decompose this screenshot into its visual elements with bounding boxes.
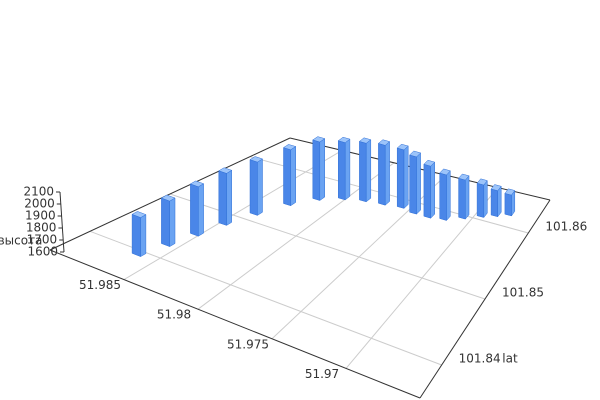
bar-face — [358, 137, 372, 144]
bar-face — [257, 158, 263, 216]
bar-face — [490, 188, 498, 218]
bar-face — [423, 159, 436, 167]
bar-face — [396, 143, 409, 151]
bar — [160, 194, 176, 248]
bar-face — [476, 178, 488, 186]
bar-face — [338, 140, 346, 201]
bar-face — [476, 182, 485, 218]
bar-face — [283, 147, 291, 207]
bar — [377, 139, 391, 206]
bar — [439, 168, 451, 222]
bar-face — [344, 138, 351, 201]
z-tick-label: 2100 — [23, 185, 54, 199]
bar-face — [249, 159, 258, 216]
bar — [423, 159, 436, 219]
bar — [337, 136, 351, 201]
y-tick-label: 101.84 — [459, 352, 501, 366]
bar — [312, 136, 326, 201]
bar — [249, 156, 264, 216]
bar-face — [458, 173, 470, 181]
bar-face — [458, 177, 466, 220]
bar-face — [490, 184, 502, 191]
bar-face — [249, 156, 264, 163]
bar-face — [365, 139, 372, 203]
axis-line — [49, 249, 421, 399]
x-tick-label: 51.98 — [157, 308, 191, 322]
bar-face — [131, 213, 141, 257]
grid-line — [169, 193, 486, 300]
bar-face — [359, 141, 367, 203]
bar-face — [483, 179, 488, 219]
bar — [396, 143, 409, 209]
bar-face — [396, 147, 405, 209]
bar-face — [439, 172, 447, 221]
bar-face — [337, 136, 351, 143]
bar-face — [131, 211, 147, 218]
z-axis-label: высота — [0, 234, 42, 248]
bar — [490, 184, 502, 218]
bar-face — [190, 183, 199, 237]
bar-face — [423, 163, 431, 219]
bar-face — [312, 136, 326, 143]
bar-face — [465, 175, 470, 220]
bar-face — [403, 145, 409, 209]
z-tick-label: 1700 — [27, 233, 58, 247]
bar-face — [198, 183, 204, 237]
grid-line — [89, 230, 442, 366]
bar — [189, 180, 205, 237]
bar-face — [140, 214, 147, 258]
bar-face — [319, 138, 325, 201]
x-tick-label: 51.985 — [79, 278, 121, 292]
bar-face — [218, 167, 233, 174]
bar-face — [446, 170, 451, 222]
axis-line — [49, 137, 291, 251]
bar-face — [169, 197, 176, 248]
bar-face — [409, 154, 417, 215]
z-tick-label: 2000 — [24, 197, 55, 211]
bar — [282, 144, 297, 207]
axis-line — [59, 191, 65, 253]
bar — [358, 137, 372, 203]
axis-line — [419, 199, 551, 399]
bar-face — [189, 180, 205, 188]
bar-face — [161, 197, 170, 247]
bar-face — [504, 188, 516, 196]
y-axis-label: lat — [502, 352, 518, 366]
bar-face — [226, 169, 232, 226]
bar — [131, 211, 147, 258]
bar — [476, 178, 488, 219]
bar — [504, 188, 516, 217]
bar-face — [497, 185, 502, 218]
bar-face — [439, 168, 451, 176]
bar-face — [282, 144, 297, 151]
bar-face — [416, 152, 421, 215]
bar-face — [160, 194, 176, 202]
bar — [409, 150, 422, 215]
bar-face — [384, 141, 390, 206]
bar-face — [218, 170, 227, 226]
bar-face — [290, 146, 296, 207]
z-tick-label: 1800 — [26, 221, 57, 235]
bar-face — [504, 193, 512, 217]
bar — [218, 167, 233, 226]
bar-face — [378, 143, 386, 206]
x-tick-label: 51.97 — [305, 367, 339, 381]
bar-face — [377, 139, 391, 146]
z-tick-label: 1900 — [25, 209, 56, 223]
y-tick-label: 101.85 — [502, 286, 544, 300]
bar — [458, 173, 470, 220]
x-tick-label: 51.975 — [227, 337, 269, 351]
y-tick-label: 101.86 — [545, 220, 587, 234]
z-tick-label: 1600 — [27, 245, 58, 259]
bar-face — [430, 161, 435, 219]
bar-face — [312, 139, 321, 201]
bar-face — [409, 150, 422, 158]
